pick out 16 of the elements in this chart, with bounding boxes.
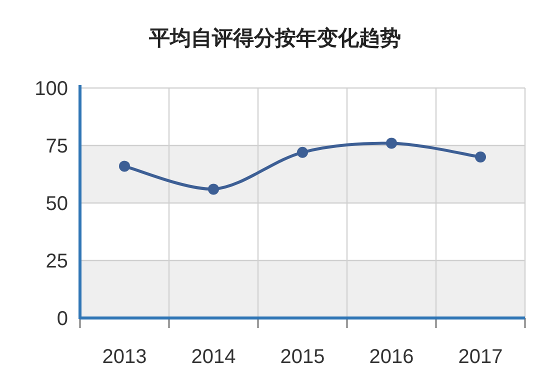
- y-tick-label: 0: [56, 308, 68, 330]
- chart-title: 平均自评得分按年变化趋势: [148, 26, 401, 50]
- x-tick-label: 2014: [191, 346, 236, 368]
- x-tick-label: 2016: [369, 346, 414, 368]
- y-tick-label: 100: [34, 78, 68, 100]
- point: [119, 160, 130, 172]
- point: [208, 184, 219, 195]
- x-tick-label: 2013: [102, 346, 147, 368]
- x-tick-label: 2017: [458, 346, 503, 368]
- y-tick-label: 75: [46, 136, 68, 158]
- point: [386, 138, 397, 149]
- point: [475, 152, 486, 162]
- x-tick-label: 2015: [280, 346, 325, 368]
- point: [297, 146, 308, 158]
- y-tick-label: 25: [46, 250, 68, 272]
- y-tick-label: 50: [46, 193, 68, 215]
